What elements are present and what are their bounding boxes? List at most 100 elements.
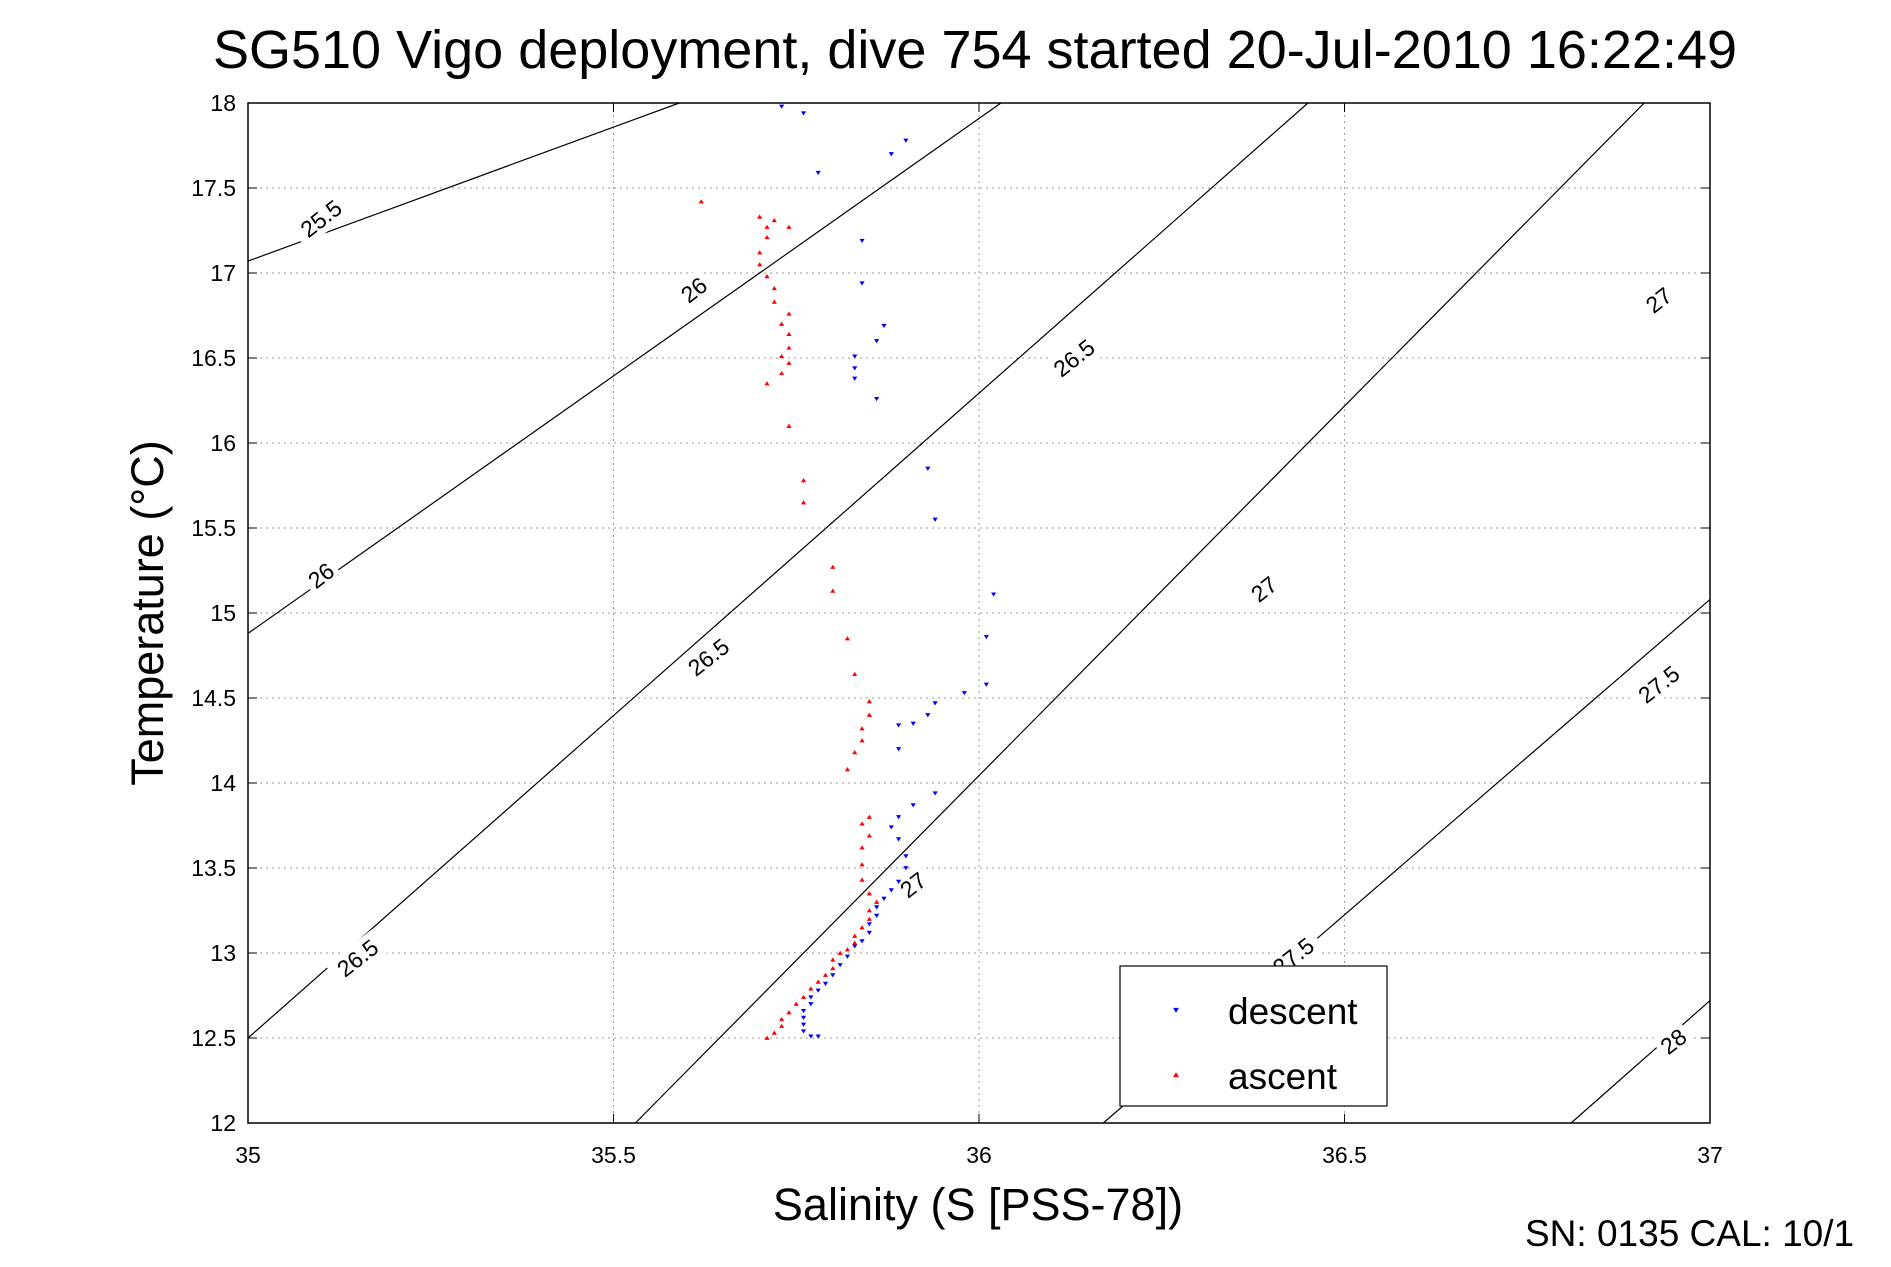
descent-point bbox=[815, 170, 821, 176]
ascent-point bbox=[771, 299, 777, 304]
ascent-point bbox=[779, 353, 785, 359]
ascent-point bbox=[815, 979, 821, 984]
contour-label-text: 26 bbox=[676, 272, 712, 308]
descent-point bbox=[903, 866, 909, 871]
ascent-point bbox=[800, 500, 807, 505]
descent-point bbox=[932, 701, 938, 706]
ascent-point bbox=[830, 564, 836, 569]
contour-label: 27 bbox=[1636, 278, 1681, 322]
y-tick-label: 12.5 bbox=[191, 1025, 236, 1051]
y-tick-label: 16.5 bbox=[191, 345, 236, 371]
contour-label: 28 bbox=[1651, 1019, 1696, 1063]
descent-point bbox=[852, 366, 858, 371]
ascent-point bbox=[793, 1001, 799, 1006]
descent-point bbox=[815, 988, 821, 993]
contour-label: 26 bbox=[299, 554, 344, 598]
x-tick-label: 35.5 bbox=[591, 1142, 636, 1168]
y-tick-label: 13.5 bbox=[191, 855, 236, 881]
ascent-point bbox=[844, 947, 851, 952]
ascent-point bbox=[786, 423, 792, 428]
descent-point bbox=[910, 803, 916, 808]
descent-point bbox=[800, 1015, 807, 1020]
contour-label-text: 27 bbox=[1246, 571, 1282, 607]
ascent-point bbox=[800, 478, 807, 483]
descent-point bbox=[815, 1034, 821, 1039]
descent-point bbox=[874, 396, 880, 402]
ascent-point bbox=[779, 1016, 785, 1022]
ascent-point bbox=[764, 1035, 770, 1040]
ascent-point bbox=[859, 925, 865, 930]
ascent-point bbox=[866, 908, 872, 913]
ascent-point bbox=[859, 877, 865, 882]
contour-label-backdrop bbox=[1041, 328, 1107, 388]
density-contour-line bbox=[247, 102, 1002, 634]
legend-ascent-label: ascent bbox=[1228, 1056, 1338, 1097]
descent-point bbox=[888, 152, 894, 157]
descent-point bbox=[983, 634, 989, 640]
descent-point bbox=[881, 323, 887, 329]
contour-label-text: 27 bbox=[1641, 282, 1677, 318]
descent-point bbox=[800, 1029, 807, 1034]
descent-point bbox=[925, 466, 931, 471]
descent-point bbox=[888, 888, 894, 893]
descent-point bbox=[866, 922, 872, 927]
contour-label-backdrop bbox=[325, 928, 390, 988]
ascent-point bbox=[844, 767, 851, 772]
legend: descent ascent bbox=[1119, 965, 1388, 1107]
ascent-point bbox=[786, 331, 792, 337]
axis-ticks: 35 35.5 36 36.5 37 12 12.5 13 13.5 14 14.5 15 15.5 16… bbox=[191, 90, 1723, 1168]
ascent-point bbox=[779, 321, 785, 326]
descent-point bbox=[808, 1002, 814, 1007]
x-tick-label: 37 bbox=[1697, 1142, 1723, 1168]
ascent-point bbox=[830, 965, 836, 971]
ascent-point bbox=[852, 940, 858, 945]
descent-point bbox=[852, 944, 858, 949]
contour-label: 26.5 bbox=[1041, 328, 1107, 388]
y-tick-label: 16 bbox=[210, 430, 236, 456]
descent-point bbox=[925, 713, 931, 718]
descent-point bbox=[852, 354, 858, 359]
contour-label-backdrop bbox=[1651, 1019, 1696, 1063]
y-tick-label: 15 bbox=[210, 600, 236, 626]
descent-point bbox=[961, 691, 967, 696]
legend-descent-marker bbox=[1173, 1007, 1179, 1013]
descent-point bbox=[866, 930, 872, 935]
descent-point bbox=[859, 281, 865, 286]
y-axis-label: Temperature (°C) bbox=[122, 440, 173, 786]
descent-point bbox=[932, 791, 938, 796]
descent-point bbox=[808, 995, 814, 1000]
ascent-point bbox=[698, 199, 704, 204]
y-tick-label: 17.5 bbox=[191, 175, 236, 201]
ascent-point bbox=[786, 311, 792, 316]
ascent-point bbox=[852, 933, 858, 938]
descent-point bbox=[888, 825, 894, 830]
ascent-point bbox=[808, 986, 814, 991]
ascent-point bbox=[859, 726, 865, 731]
x-axis-label: Salinity (S [PSS-78]) bbox=[773, 1179, 1183, 1230]
ascent-point bbox=[771, 217, 777, 223]
descent-point bbox=[910, 721, 916, 726]
ascent-point bbox=[786, 360, 792, 365]
ascent-point bbox=[852, 671, 858, 677]
ascent-point bbox=[866, 891, 872, 896]
descent-point bbox=[822, 981, 829, 986]
descent-point bbox=[808, 1034, 814, 1039]
ascent-point bbox=[786, 1010, 792, 1015]
ascent-point bbox=[822, 972, 829, 977]
ascent-point bbox=[830, 588, 836, 593]
y-tick-label: 18 bbox=[210, 90, 236, 116]
footer-calibration-text: SN: 0135 CAL: 10/1 bbox=[1525, 1213, 1855, 1254]
contour-label-backdrop bbox=[891, 863, 936, 907]
contour-label: 26.5 bbox=[676, 627, 741, 687]
ascent-point bbox=[779, 1023, 785, 1028]
y-tick-label: 15.5 bbox=[191, 515, 236, 541]
contour-label: 27 bbox=[891, 863, 936, 907]
data-points bbox=[698, 104, 997, 1040]
ascent-point bbox=[786, 345, 792, 350]
descent-point bbox=[895, 879, 902, 884]
ascent-legend-triangle bbox=[1173, 1072, 1179, 1078]
descent-point bbox=[983, 682, 989, 687]
descent-point bbox=[779, 104, 785, 109]
contour-label-backdrop bbox=[1636, 278, 1681, 322]
